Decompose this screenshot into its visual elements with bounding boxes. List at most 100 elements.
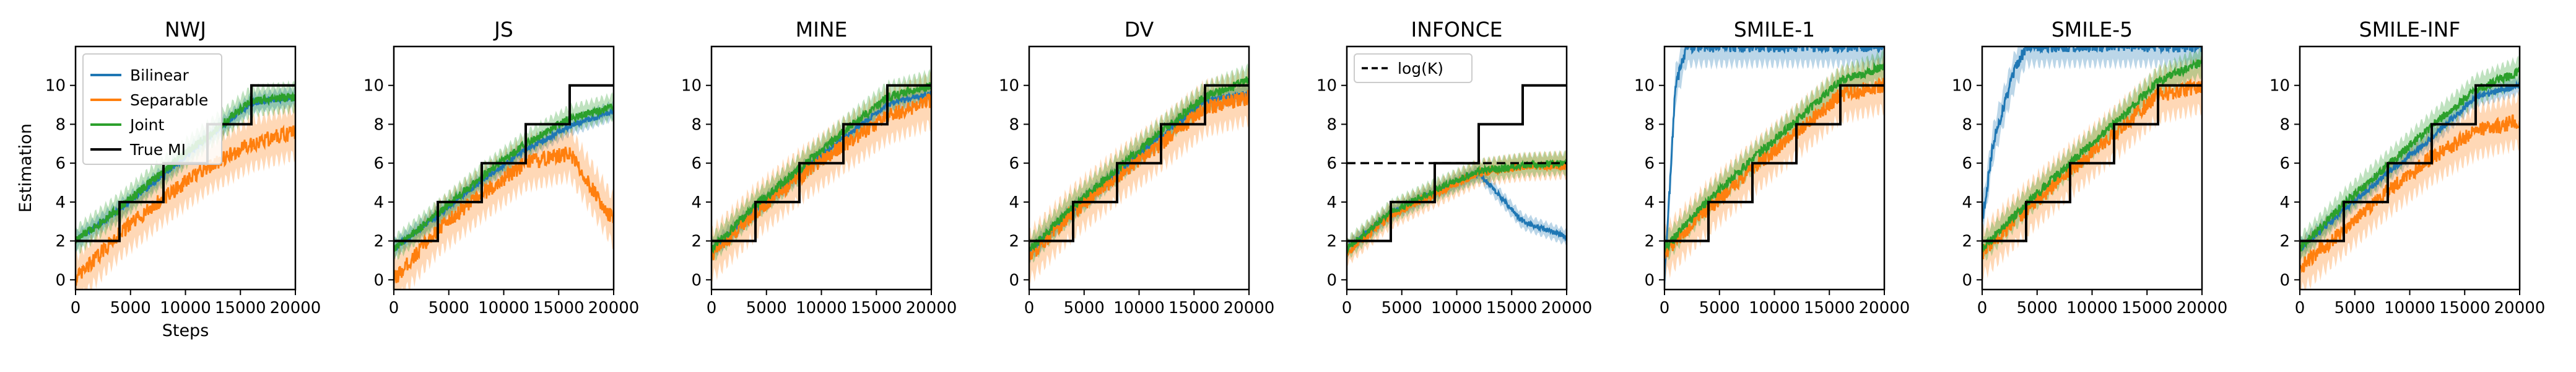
x-tick-label: 0 — [1660, 299, 1670, 317]
band-joint — [1982, 46, 2202, 266]
x-tick-label: 15000 — [2439, 299, 2491, 317]
y-tick-label: 6 — [1644, 154, 1655, 173]
y-tick-label: 6 — [55, 154, 66, 173]
y-tick-label: 2 — [1644, 232, 1655, 251]
y-tick-label: 0 — [1009, 271, 1019, 290]
x-tick-label: 5000 — [1064, 299, 1105, 317]
y-tick-label: 8 — [2279, 115, 2290, 134]
series-separable — [394, 146, 614, 283]
y-tick-label: 2 — [1009, 232, 1019, 251]
plot-area — [1664, 46, 1884, 290]
x-tick-label: 5000 — [1382, 299, 1422, 317]
plot-area — [394, 84, 614, 290]
x-tick-label: 20000 — [2494, 299, 2546, 317]
y-tick-label: 8 — [373, 115, 384, 134]
x-tick-label: 0 — [2295, 299, 2305, 317]
x-tick-label: 10000 — [2384, 299, 2435, 317]
series-separable — [2300, 114, 2520, 273]
true-mi-line — [2300, 84, 2520, 242]
series-separable — [1347, 159, 1567, 256]
x-tick-label: 15000 — [2121, 299, 2173, 317]
x-tick-label: 0 — [389, 299, 399, 317]
y-tick-label: 10 — [681, 77, 702, 95]
x-tick-label: 5000 — [110, 299, 151, 317]
panel-smile-inf: 0 5000 10000 15000 20000 0 2 4 6 8 10 SMILE-INF — [2269, 17, 2545, 317]
x-tick-label: 20000 — [1859, 299, 1910, 317]
x-tick-label: 15000 — [1804, 299, 1855, 317]
band-joint — [394, 92, 614, 264]
x-tick-label: 15000 — [1168, 299, 1220, 317]
band-separable — [2300, 90, 2520, 290]
y-tick-label: 4 — [1009, 193, 1019, 212]
plot-area — [711, 69, 931, 285]
x-tick-label: 10000 — [478, 299, 529, 317]
x-tick-label: 20000 — [2177, 299, 2228, 317]
x-tick-label: 5000 — [1699, 299, 1740, 317]
x-tick-label: 20000 — [1541, 299, 1593, 317]
y-tick-label: 0 — [2279, 271, 2290, 290]
series-bilinear — [2300, 80, 2520, 252]
x-tick-label: 15000 — [851, 299, 902, 317]
band-separable — [1664, 55, 1884, 283]
legend-label-bilinear: Bilinear — [130, 66, 189, 84]
series-joint — [1982, 58, 2202, 252]
y-tick-label: 8 — [1644, 115, 1655, 134]
y-tick-label: 0 — [691, 271, 702, 290]
panel-title: NWJ — [165, 17, 206, 42]
y-tick-label: 8 — [55, 115, 66, 134]
panel-title: SMILE-INF — [2359, 17, 2461, 42]
x-tick-label: 20000 — [588, 299, 640, 317]
y-tick-label: 8 — [1009, 115, 1019, 134]
x-tick-label: 0 — [1977, 299, 1988, 317]
y-tick-label: 2 — [2279, 232, 2290, 251]
y-tick-label: 6 — [1009, 154, 1019, 173]
x-tick-label: 15000 — [215, 299, 266, 317]
y-tick-label: 4 — [2279, 193, 2290, 212]
panel-title: JS — [493, 17, 513, 42]
x-tick-label: 10000 — [1749, 299, 1800, 317]
y-tick-label: 10 — [999, 77, 1019, 95]
logk-legend-label: log(K) — [1398, 60, 1443, 78]
band-joint — [76, 80, 295, 259]
logk-legend-box — [1354, 53, 1473, 83]
panel-title: SMILE-1 — [1734, 17, 1815, 42]
band-bilinear — [394, 99, 614, 260]
band-separable — [1982, 55, 2202, 283]
y-tick-label: 0 — [1326, 271, 1337, 290]
x-tick-label: 20000 — [906, 299, 957, 317]
legend-label-joint: Joint — [129, 116, 164, 134]
y-tick-label: 4 — [373, 193, 384, 212]
band-separable — [394, 123, 614, 290]
y-tick-label: 4 — [1326, 193, 1337, 212]
y-tick-label: 2 — [55, 232, 66, 251]
series-separable — [76, 124, 295, 286]
panel-nwj: 0 5000 10000 15000 20000 0 2 4 6 8 10 NWJ — [45, 17, 321, 317]
legend-label-true-mi: True MI — [129, 141, 186, 159]
y-tick-label: 10 — [363, 77, 384, 95]
y-tick-label: 4 — [1962, 193, 1972, 212]
true-mi-line — [1664, 84, 1884, 242]
series-joint — [711, 82, 931, 255]
x-tick-label: 0 — [707, 299, 717, 317]
series-separable — [1664, 77, 1884, 259]
y-tick-label: 0 — [373, 271, 384, 290]
legend-label-separable: Separable — [130, 91, 208, 109]
x-tick-label: 20000 — [1224, 299, 1275, 317]
panel-js: 0 5000 10000 15000 20000 0 2 4 6 8 10 JS — [363, 17, 639, 317]
x-tick-label: 5000 — [2334, 299, 2375, 317]
y-tick-label: 2 — [1962, 232, 1972, 251]
x-tick-label: 10000 — [796, 299, 847, 317]
y-tick-label: 2 — [373, 232, 384, 251]
series-bilinear — [1664, 46, 1884, 281]
y-tick-label: 0 — [55, 271, 66, 290]
y-tick-label: 4 — [55, 193, 66, 212]
panel-mine: 0 5000 10000 15000 20000 0 2 4 6 8 10 MINE — [681, 17, 957, 317]
y-tick-label: 10 — [1316, 77, 1337, 95]
y-tick-label: 6 — [1326, 154, 1337, 173]
x-tick-label: 10000 — [160, 299, 211, 317]
panel-smile-5: 0 5000 10000 15000 20000 0 2 4 6 8 10 SMILE-5 — [1952, 17, 2227, 317]
y-tick-label: 6 — [1962, 154, 1972, 173]
y-tick-label: 10 — [1634, 77, 1655, 95]
